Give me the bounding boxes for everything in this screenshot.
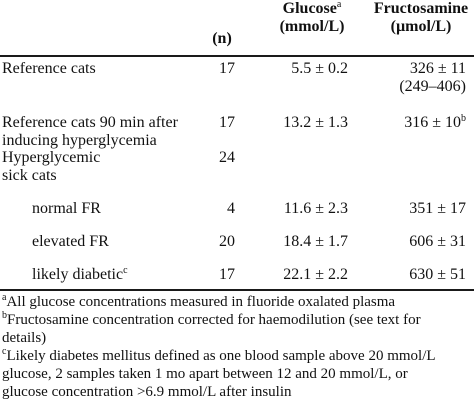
- row-fructosamine-range: (249–406): [399, 78, 466, 95]
- row-glucose: 18.4 ± 1.7: [283, 233, 348, 250]
- row-fructosamine: 326 ± 11 (249–406): [348, 60, 466, 96]
- footnote-a: aAll glucose concentrations measured in …: [2, 293, 472, 311]
- row-n: 24: [219, 149, 235, 166]
- row-label-line: Reference cats 90 min after: [2, 114, 178, 131]
- row-label-line: inducing hyperglycemia: [2, 132, 157, 149]
- footnote-line: aAll glucose concentrations measured in …: [2, 293, 472, 311]
- row-glucose: 5.5 ± 0.2: [291, 60, 348, 77]
- row-label: normal FR: [32, 200, 232, 218]
- row-label-footnote-mark: c: [123, 265, 128, 276]
- footnote-b: bFructosamine concentration corrected fo…: [2, 311, 472, 347]
- row-fructosamine: 630 ± 51: [409, 266, 466, 283]
- row-label: Reference cats: [2, 60, 202, 78]
- row-n: 20: [219, 233, 235, 250]
- row-label-line: sick cats: [2, 167, 57, 184]
- footnote-line: glucose concentration >6.9 mmol/L after …: [2, 384, 292, 400]
- header-n: (n): [212, 30, 232, 47]
- footnote-mark: a: [2, 292, 7, 303]
- footnote-c: cLikely diabetes mellitus defined as one…: [2, 347, 472, 401]
- footnote-line: glucose, 2 samples taken 1 mo apart betw…: [2, 366, 408, 382]
- row-fructosamine-value: 326 ± 11: [409, 60, 466, 77]
- footnote-line: bFructosamine concentration corrected fo…: [2, 311, 472, 329]
- header-glucose-title-line: Glucosea: [252, 0, 372, 18]
- row-fructosamine-line: 316 ± 10b: [348, 114, 466, 132]
- header-glucose-unit: (mmol/L): [279, 18, 345, 35]
- row-label-line: Hyperglycemic: [2, 149, 101, 166]
- row-label-text: likely diabetic: [32, 266, 124, 283]
- header-glucose-footnote-mark: a: [336, 0, 342, 10]
- footnote-line: cLikely diabetes mellitus defined as one…: [2, 347, 472, 365]
- row-n: 17: [219, 114, 235, 131]
- row-fructosamine: 316 ± 10b: [348, 114, 466, 132]
- footer-rule: [0, 289, 474, 291]
- row-label: elevated FR: [32, 233, 232, 251]
- row-label-line: likely diabeticc: [32, 266, 232, 284]
- row-fructosamine: 606 ± 31: [409, 233, 466, 250]
- row-n: 17: [219, 266, 235, 283]
- row-n: 4: [227, 200, 235, 217]
- row-fructosamine: 351 ± 17: [409, 200, 466, 217]
- footnote-mark: b: [2, 310, 7, 321]
- header-rule: [0, 55, 474, 57]
- footnote-mark: c: [2, 346, 7, 357]
- row-label-line: Reference cats: [2, 60, 96, 77]
- row-n: 17: [219, 60, 235, 77]
- footnote-text: Likely diabetes mellitus defined as one …: [6, 348, 436, 364]
- row-label: likely diabeticc: [32, 266, 232, 284]
- row-label-line: elevated FR: [32, 233, 109, 250]
- row-glucose: 22.1 ± 2.2: [283, 266, 348, 283]
- row-fructosamine-footnote-mark: b: [461, 113, 466, 124]
- header-fructosamine-title: Fructosamine: [373, 0, 469, 17]
- footnotes: aAll glucose concentrations measured in …: [2, 293, 472, 401]
- footnote-text: Fructosamine concentration corrected for…: [7, 312, 421, 328]
- header-glucose: Glucosea (mmol/L): [252, 0, 372, 36]
- row-label-line: normal FR: [32, 200, 101, 217]
- header-fructosamine-unit: (µmol/L): [390, 18, 452, 35]
- footnote-line: details): [2, 330, 47, 346]
- header-glucose-title: Glucose: [282, 0, 337, 17]
- footnote-text: All glucose concentrations measured in f…: [6, 294, 396, 310]
- header-fructosamine: Fructosamine (µmol/L): [368, 0, 474, 36]
- row-label: Reference cats 90 min after inducing hyp…: [2, 114, 212, 150]
- row-glucose: 13.2 ± 1.3: [283, 114, 348, 131]
- row-label: Hyperglycemic sick cats: [2, 149, 202, 185]
- row-glucose: 11.6 ± 2.3: [283, 200, 348, 217]
- row-fructosamine-value: 316 ± 10: [404, 114, 461, 131]
